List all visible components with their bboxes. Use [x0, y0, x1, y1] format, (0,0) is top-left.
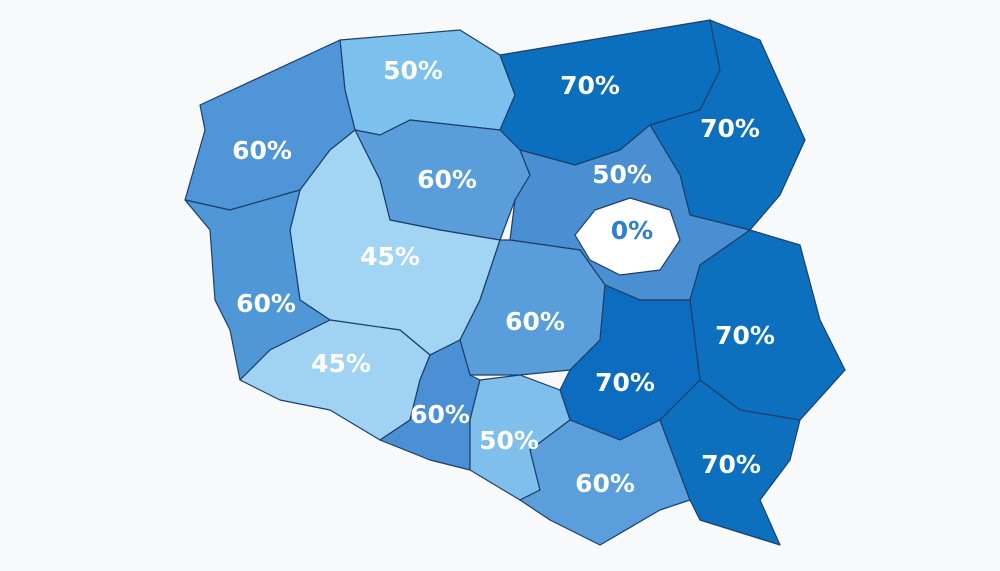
region-label: 60%	[417, 165, 477, 194]
region-label: 0%	[611, 216, 653, 245]
region-label: 50%	[479, 426, 539, 455]
region-label: 45%	[360, 242, 420, 271]
region-label: 50%	[592, 160, 652, 189]
labels: 50% 70% 70% 60% 60% 50% 0% 45% 60% 60% 7…	[232, 56, 775, 498]
region-label: 50%	[383, 56, 443, 85]
region-label: 70%	[595, 368, 655, 397]
region	[659, 379, 801, 546]
region-label: 70%	[700, 114, 760, 143]
region-label: 70%	[560, 71, 620, 100]
region-label: 45%	[311, 349, 371, 378]
region-label: 70%	[715, 321, 775, 350]
region	[574, 197, 681, 276]
region	[519, 419, 691, 546]
region-label: 60%	[575, 469, 635, 498]
region-label: 60%	[505, 307, 565, 336]
regions	[184, 19, 846, 546]
region-label: 60%	[410, 400, 470, 429]
region-label: 70%	[701, 450, 761, 479]
region-label: 60%	[236, 289, 296, 318]
region-label: 60%	[232, 136, 292, 165]
